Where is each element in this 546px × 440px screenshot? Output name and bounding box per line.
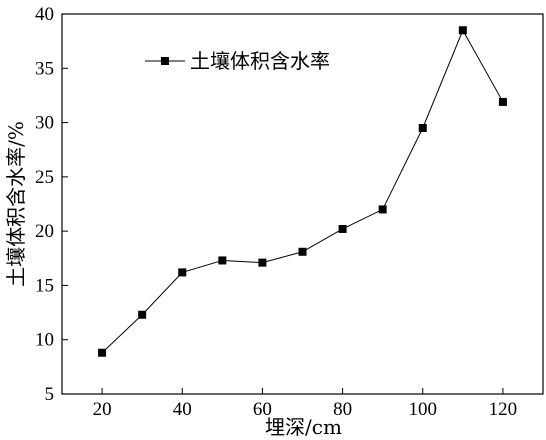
data-point xyxy=(458,26,467,35)
x-tick-label: 60 xyxy=(253,399,272,420)
x-tick-label: 120 xyxy=(489,399,518,420)
x-axis-ticks: 20 40 60 80 100 120 xyxy=(93,388,518,420)
data-point xyxy=(498,97,507,106)
y-tick-label: 20 xyxy=(35,221,54,242)
data-point xyxy=(138,310,147,319)
y-tick-label: 15 xyxy=(35,275,54,296)
data-point xyxy=(298,247,307,256)
y-tick-label: 40 xyxy=(35,4,54,25)
y-tick-label: 5 xyxy=(45,384,55,405)
y-axis-title: 土壤体积含水率/% xyxy=(4,121,28,287)
y-tick-label: 25 xyxy=(35,167,54,188)
data-point xyxy=(338,224,347,233)
x-tick-label: 80 xyxy=(333,399,352,420)
legend: 土壤体积含水率 xyxy=(145,49,330,73)
data-point xyxy=(178,268,187,277)
series-line xyxy=(101,29,504,354)
y-tick-label: 30 xyxy=(35,113,54,134)
data-point xyxy=(98,348,107,357)
data-point xyxy=(218,256,227,265)
data-point xyxy=(258,258,267,267)
data-point xyxy=(418,124,427,132)
legend-marker xyxy=(161,57,169,65)
y-tick-label: 10 xyxy=(35,330,54,351)
x-tick-label: 40 xyxy=(173,399,192,420)
x-tick-label: 100 xyxy=(409,399,438,420)
y-axis-ticks: 5 10 15 20 25 30 35 40 xyxy=(35,4,68,405)
data-point xyxy=(378,205,387,214)
legend-label: 土壤体积含水率 xyxy=(190,49,330,73)
x-axis-title: 埋深/cm xyxy=(265,415,342,439)
plot-frame xyxy=(61,13,544,395)
y-tick-label: 35 xyxy=(35,58,54,79)
series-layer xyxy=(98,26,507,357)
x-tick-label: 20 xyxy=(93,399,112,420)
